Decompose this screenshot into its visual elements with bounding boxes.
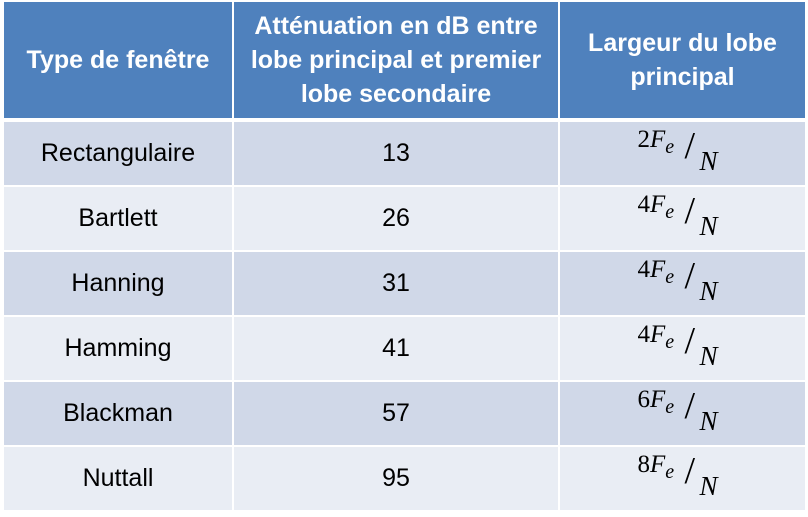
formula-variable: F xyxy=(650,126,666,153)
formula-variable: F xyxy=(650,191,666,218)
table-row: Nuttall 95 8Fe / N xyxy=(4,446,805,512)
formula-slash: / xyxy=(684,385,696,427)
lobe-width-formula: 8Fe / N xyxy=(638,447,728,503)
lobe-width-cell: 4Fe / N xyxy=(559,251,805,317)
table-row: Hamming 41 4Fe / N xyxy=(4,316,805,382)
table-row: Bartlett 26 4Fe / N xyxy=(4,186,805,252)
window-comparison-table: Type de fenêtre Atténuation en dB entre … xyxy=(4,2,805,512)
lobe-width-cell: 4Fe / N xyxy=(559,186,805,252)
lobe-width-cell: 2Fe / N xyxy=(559,120,805,187)
formula-variable: F xyxy=(650,451,666,478)
attenuation-cell: 41 xyxy=(233,316,560,382)
table-row: Rectangulaire 13 2Fe / N xyxy=(4,120,805,187)
formula-coefficient: 4 xyxy=(637,321,651,348)
table-row: Hanning 31 4Fe / N xyxy=(4,251,805,317)
formula-subscript: e xyxy=(665,396,675,418)
formula-denominator: N xyxy=(699,276,718,306)
window-name-cell: Hamming xyxy=(4,316,234,382)
lobe-width-formula: 4Fe / N xyxy=(638,317,728,373)
formula-variable: F xyxy=(650,256,666,283)
formula-subscript: e xyxy=(665,201,675,223)
table-row: Blackman 57 6Fe / N xyxy=(4,381,805,447)
formula-numerator: 2Fe xyxy=(638,126,675,159)
formula-numerator: 4Fe xyxy=(638,191,675,224)
attenuation-cell: 57 xyxy=(233,381,560,447)
formula-slash: / xyxy=(684,320,696,362)
formula-numerator: 8Fe xyxy=(638,451,675,484)
formula-slash: / xyxy=(684,255,696,297)
window-name-cell: Nuttall xyxy=(4,446,234,512)
formula-denominator: N xyxy=(699,341,718,371)
lobe-width-formula: 2Fe / N xyxy=(638,122,728,178)
lobe-width-formula: 4Fe / N xyxy=(638,252,728,308)
formula-denominator: N xyxy=(699,471,718,501)
window-name-cell: Bartlett xyxy=(4,186,234,252)
header-attenuation: Atténuation en dB entre lobe principal e… xyxy=(233,2,560,122)
formula-coefficient: 2 xyxy=(637,126,651,153)
window-name-cell: Rectangulaire xyxy=(4,120,234,187)
formula-subscript: e xyxy=(665,136,675,158)
lobe-width-cell: 4Fe / N xyxy=(559,316,805,382)
window-name-cell: Blackman xyxy=(4,381,234,447)
lobe-width-formula: 4Fe / N xyxy=(638,187,728,243)
formula-coefficient: 4 xyxy=(637,191,651,218)
formula-denominator: N xyxy=(699,146,718,176)
lobe-width-cell: 6Fe / N xyxy=(559,381,805,447)
formula-numerator: 4Fe xyxy=(638,321,675,354)
header-main-lobe-width: Largeur du lobe principal xyxy=(559,2,805,122)
table-header-row: Type de fenêtre Atténuation en dB entre … xyxy=(4,2,805,122)
formula-numerator: 6Fe xyxy=(638,386,675,419)
formula-subscript: e xyxy=(665,331,675,353)
formula-slash: / xyxy=(684,190,696,232)
formula-variable: F xyxy=(650,321,666,348)
formula-subscript: e xyxy=(665,461,675,483)
attenuation-cell: 13 xyxy=(233,120,560,187)
lobe-width-formula: 6Fe / N xyxy=(638,382,728,438)
header-window-type: Type de fenêtre xyxy=(4,2,234,122)
formula-slash: / xyxy=(684,450,696,492)
attenuation-cell: 95 xyxy=(233,446,560,512)
formula-numerator: 4Fe xyxy=(638,256,675,289)
formula-coefficient: 6 xyxy=(637,386,651,413)
formula-coefficient: 8 xyxy=(637,451,651,478)
attenuation-cell: 26 xyxy=(233,186,560,252)
formula-subscript: e xyxy=(665,266,675,288)
window-name-cell: Hanning xyxy=(4,251,234,317)
formula-variable: F xyxy=(650,386,666,413)
lobe-width-cell: 8Fe / N xyxy=(559,446,805,512)
attenuation-cell: 31 xyxy=(233,251,560,317)
formula-coefficient: 4 xyxy=(637,256,651,283)
formula-denominator: N xyxy=(699,406,718,436)
formula-denominator: N xyxy=(699,211,718,241)
formula-slash: / xyxy=(684,125,696,167)
